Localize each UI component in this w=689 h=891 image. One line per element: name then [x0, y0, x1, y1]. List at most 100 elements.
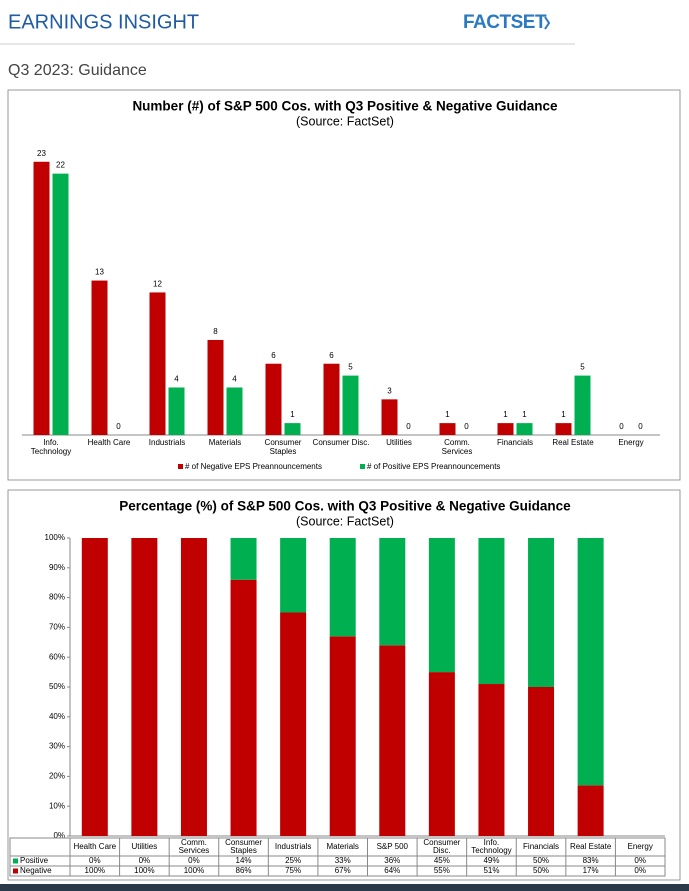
bar: [91, 280, 108, 435]
x-tick-label: Comm. Services: [178, 837, 210, 855]
bar-segment: [180, 538, 207, 836]
data-label: 5: [580, 363, 585, 372]
x-tick-label: Real Estate: [552, 438, 594, 447]
bar: [149, 292, 166, 435]
x-tick-label: Financials: [523, 841, 560, 851]
y-tick-label: 60%: [49, 652, 65, 661]
y-tick-label: 0%: [53, 831, 65, 840]
legend-label: # of Negative EPS Preannouncements: [185, 462, 322, 471]
legend-label: Positive: [20, 856, 49, 865]
chart-subtitle: (Source: FactSet): [296, 114, 394, 128]
table-cell: 75%: [285, 866, 301, 875]
data-label: 23: [37, 149, 46, 158]
bar-segment: [428, 538, 455, 673]
bar: [516, 423, 533, 435]
y-tick-label: 20%: [49, 772, 65, 781]
table-cell: 0%: [634, 866, 646, 875]
bar-segment: [528, 687, 555, 836]
data-label: 0: [619, 422, 624, 431]
table-cell: 25%: [285, 856, 301, 865]
bar-segment: [81, 538, 108, 836]
bar: [52, 173, 69, 435]
bar-segment: [528, 538, 555, 687]
table-cell: 51%: [483, 866, 499, 875]
table-cell: 0%: [89, 856, 101, 865]
x-tick-label: Industrials: [274, 841, 312, 851]
legend-swatch: [13, 858, 18, 864]
bar-segment: [131, 538, 158, 836]
x-tick-label: Industrials: [148, 438, 186, 447]
x-tick-label: Info. Technology: [30, 438, 72, 456]
table-cell: 17%: [583, 866, 599, 875]
chart-subtitle: (Source: FactSet): [296, 514, 394, 528]
x-tick-label: Consumer Disc.: [423, 837, 461, 855]
section-title: Q3 2023: Guidance: [8, 62, 147, 79]
table-cell: 36%: [384, 856, 400, 865]
header-title: EARNINGS INSIGHT: [8, 11, 199, 33]
table-cell: 14%: [236, 856, 252, 865]
bar-segment: [428, 672, 455, 836]
y-tick-label: 100%: [45, 533, 65, 542]
bar: [497, 423, 514, 435]
x-tick-label: Info. Technology: [471, 837, 512, 855]
logo-chevron: [544, 16, 551, 30]
bar-segment: [329, 636, 356, 836]
chart-title: Number (#) of S&P 500 Cos. with Q3 Posit…: [132, 99, 558, 114]
table-cell: 67%: [335, 866, 351, 875]
table-cell: 100%: [134, 866, 154, 875]
table-cell: 33%: [335, 856, 351, 865]
data-label: 4: [174, 375, 179, 384]
legend-swatch: [360, 464, 365, 469]
bar: [381, 399, 398, 435]
table-cell: 45%: [434, 856, 450, 865]
legend-swatch: [178, 464, 183, 469]
x-tick-label: Utilities: [131, 841, 158, 851]
bar-segment: [230, 579, 257, 836]
x-tick-label: Health Care: [73, 841, 117, 851]
footer-bar: [0, 884, 689, 891]
table-cell: 55%: [434, 866, 450, 875]
y-tick-label: 50%: [49, 682, 65, 691]
bar-segment: [379, 538, 406, 646]
data-label: 6: [329, 351, 334, 360]
bar-segment: [379, 645, 406, 836]
table-cell: 100%: [85, 866, 105, 875]
data-label: 3: [387, 386, 392, 395]
data-label: 1: [561, 410, 566, 419]
data-label: 0: [406, 422, 411, 431]
x-tick-label: Energy: [618, 438, 644, 447]
bar-segment: [577, 538, 604, 786]
bar-segment: [478, 538, 505, 685]
x-tick-label: Materials: [208, 438, 242, 447]
data-label: 1: [290, 410, 295, 419]
bar-segment: [478, 684, 505, 836]
x-tick-label: Real Estate: [569, 841, 612, 851]
x-tick-label: Financials: [496, 438, 533, 447]
table-cell: 86%: [236, 866, 252, 875]
data-label: 1: [445, 410, 450, 419]
x-tick-label: Materials: [326, 841, 359, 851]
bar: [439, 423, 456, 435]
data-label: 13: [95, 268, 104, 277]
data-label: 0: [638, 422, 643, 431]
x-tick-label: S&P 500: [376, 841, 408, 851]
y-tick-label: 10%: [49, 801, 65, 810]
x-tick-label: Comm. Services: [441, 438, 473, 456]
data-label: 1: [522, 410, 527, 419]
bar-segment: [230, 538, 257, 580]
logo: FACTSET: [463, 12, 547, 33]
data-label: 4: [232, 375, 237, 384]
table-cell: 0%: [188, 856, 200, 865]
table-cell: 49%: [483, 856, 499, 865]
x-tick-label: Consumer Disc.: [312, 438, 370, 447]
table-cell: 0%: [634, 856, 646, 865]
bar-segment: [577, 785, 604, 836]
data-label: 5: [348, 363, 353, 372]
data-label: 12: [153, 280, 162, 289]
table-cell: 64%: [384, 866, 400, 875]
table-cell: 50%: [533, 856, 549, 865]
data-label: 1: [503, 410, 508, 419]
bar: [168, 387, 185, 435]
chart-title: Percentage (%) of S&P 500 Cos. with Q3 P…: [119, 499, 571, 514]
y-tick-label: 30%: [49, 742, 65, 751]
